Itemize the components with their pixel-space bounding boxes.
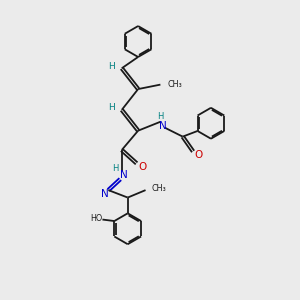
Text: CH₃: CH₃ [168,80,183,88]
Text: H: H [112,164,118,173]
Text: O: O [194,150,202,160]
Text: N: N [101,189,108,199]
Text: H: H [109,103,115,112]
Text: N: N [120,170,128,180]
Text: HO: HO [90,214,102,223]
Text: H: H [109,62,115,71]
Text: O: O [138,162,147,172]
Text: N: N [159,121,167,130]
Text: CH₃: CH₃ [152,184,166,193]
Text: H: H [157,112,164,121]
